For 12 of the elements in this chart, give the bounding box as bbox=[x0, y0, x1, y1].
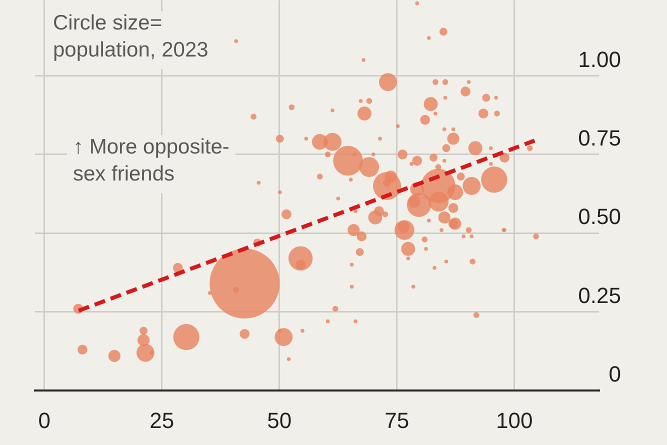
y-tick-label: 0.75 bbox=[578, 126, 621, 151]
x-tick-label: 0 bbox=[38, 408, 51, 433]
y-tick-label: 1.00 bbox=[578, 46, 621, 72]
x-tick-label: 25 bbox=[150, 408, 174, 433]
x-tick-label: 50 bbox=[267, 408, 292, 433]
y-tick-label: 0.25 bbox=[578, 282, 621, 308]
annotation: Circle size= population, 2023 bbox=[53, 11, 208, 62]
y-tick-label: 0.50 bbox=[578, 204, 621, 230]
x-tick-label: 75 bbox=[384, 408, 410, 433]
y-tick-label: 0 bbox=[608, 362, 621, 387]
annotation: ↑ More opposite- sex friends bbox=[73, 135, 230, 186]
x-tick-label: 100 bbox=[496, 408, 533, 433]
